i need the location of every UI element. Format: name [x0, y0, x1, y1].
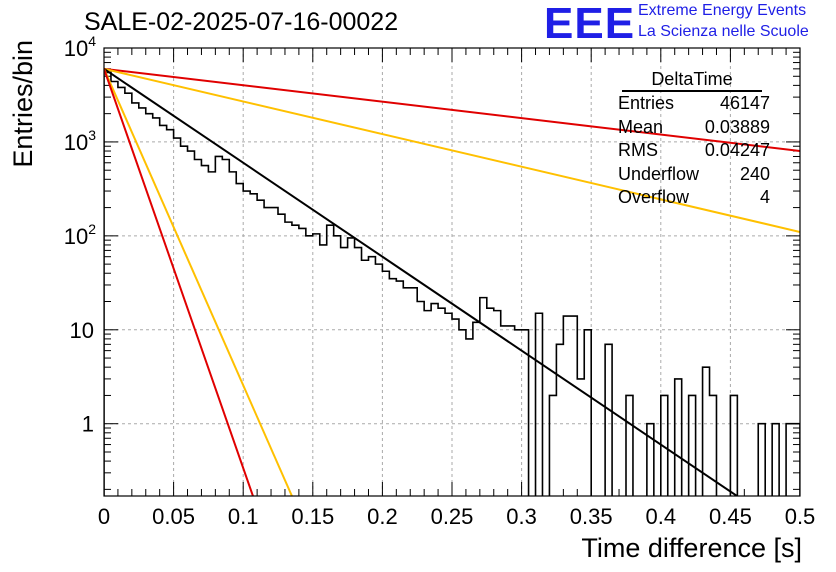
x-tick-label: 0.45	[709, 504, 752, 529]
chart-title: SALE-02-2025-07-16-00022	[84, 8, 399, 36]
histogram-outline	[104, 71, 800, 496]
stats-row-mean: Mean 0.03889	[618, 116, 770, 137]
x-tick-label: 0.1	[228, 504, 259, 529]
x-tick-label: 0.3	[506, 504, 537, 529]
x-tick-label: 0.05	[152, 504, 195, 529]
y-tick-label: 10	[70, 318, 94, 343]
x-tick-label: 0.15	[291, 504, 334, 529]
stats-box: DeltaTime Entries 46147 Mean 0.03889 RMS 0.…	[612, 68, 778, 210]
histogram-group	[104, 67, 800, 496]
x-tick-label: 0.35	[570, 504, 613, 529]
fit-line-black	[104, 68, 739, 496]
y-tick-label: 1	[82, 412, 94, 437]
fit-line-red	[104, 68, 254, 496]
x-tick-label: 0.25	[431, 504, 474, 529]
x-tick-label: 0	[98, 504, 110, 529]
logo-subtitle-1: Extreme Energy Events	[638, 2, 807, 19]
fit-line-orange	[104, 68, 293, 496]
y-tick-label: 103	[64, 127, 96, 155]
fit-line-orange	[104, 67, 800, 233]
stats-row-entries: Entries 46147	[618, 93, 770, 113]
y-axis-label: Entries/bin	[8, 40, 38, 168]
stats-row-underflow: Underflow 240	[618, 163, 770, 184]
fit-line-red	[104, 67, 800, 153]
stats-title: DeltaTime	[622, 68, 762, 92]
x-axis-label: Time difference [s]	[581, 533, 802, 563]
x-tick-label: 0.5	[785, 504, 816, 529]
y-tick-label: 102	[64, 221, 96, 249]
logo-subtitle-2: La Scienza nelle Scuole	[638, 23, 809, 40]
x-tick-label: 0.4	[646, 504, 677, 529]
stats-row-rms: RMS 0.04247	[618, 140, 770, 160]
x-tick-label: 0.2	[367, 504, 398, 529]
stats-row-overflow: Overflow 4	[618, 187, 770, 207]
eee-logo: EEE	[544, 0, 636, 48]
y-tick-label: 104	[64, 33, 96, 61]
plot-frame	[103, 47, 801, 497]
